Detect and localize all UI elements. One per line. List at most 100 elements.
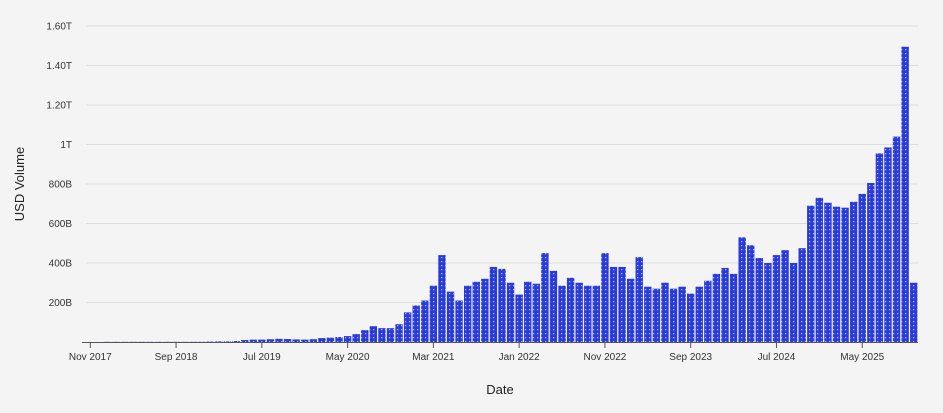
bar-2021-08[interactable] <box>472 281 480 342</box>
bar-2024-02[interactable] <box>729 273 738 342</box>
x-tick-label: Nov 2017 <box>69 352 112 363</box>
bar-2021-02[interactable] <box>421 300 429 342</box>
bar-2022-06[interactable] <box>558 285 566 342</box>
bar-2021-11[interactable] <box>498 268 506 342</box>
bar-2020-07[interactable] <box>361 330 369 342</box>
bar-2019-03[interactable] <box>223 341 232 342</box>
x-tick-label: Jan 2022 <box>499 352 541 363</box>
bar-2023-08[interactable] <box>678 286 686 342</box>
bar-2020-03[interactable] <box>326 337 335 342</box>
bar-2025-09[interactable] <box>892 136 901 342</box>
bar-2022-08[interactable] <box>575 282 583 342</box>
bar-2024-11[interactable] <box>807 205 815 342</box>
bar-2022-12[interactable] <box>609 266 618 342</box>
bar-2024-04[interactable] <box>747 245 755 342</box>
bar-2020-09[interactable] <box>378 328 386 342</box>
bar-2021-03[interactable] <box>429 285 438 342</box>
bar-2023-02[interactable] <box>626 278 635 342</box>
x-tick-label: Mar 2021 <box>412 352 455 363</box>
bar-2025-04[interactable] <box>849 201 858 342</box>
bar-2021-07[interactable] <box>464 285 472 342</box>
bar-2023-04[interactable] <box>644 286 652 342</box>
bar-2019-12[interactable] <box>301 339 309 342</box>
bar-2020-08[interactable] <box>369 326 378 342</box>
bar-2022-09[interactable] <box>584 285 592 342</box>
y-tick-label: 600B <box>49 219 73 230</box>
bar-2022-05[interactable] <box>549 270 558 342</box>
bar-2024-06[interactable] <box>764 263 772 342</box>
x-tick-label: Jul 2024 <box>758 352 796 363</box>
x-axis-title: Date <box>486 382 513 397</box>
bar-2025-07[interactable] <box>875 153 884 342</box>
bar-2023-09[interactable] <box>687 293 695 342</box>
bar-2024-10[interactable] <box>798 248 806 342</box>
bar-2019-02[interactable] <box>215 341 223 342</box>
bar-2019-06[interactable] <box>249 339 257 342</box>
x-tick-label: May 2025 <box>840 352 884 363</box>
bar-2024-03[interactable] <box>738 237 746 342</box>
bar-2022-07[interactable] <box>566 277 575 342</box>
bar-2023-05[interactable] <box>652 288 661 342</box>
y-tick-label: 1.20T <box>46 101 72 112</box>
bar-2025-02[interactable] <box>832 206 841 342</box>
bar-2019-08[interactable] <box>266 339 275 342</box>
x-tick-label: Sep 2023 <box>669 352 712 363</box>
bar-2020-05[interactable] <box>343 336 352 342</box>
bar-2025-01[interactable] <box>824 202 832 342</box>
bar-2020-12[interactable] <box>403 312 412 343</box>
bar-2021-10[interactable] <box>489 266 498 342</box>
bar-2020-01[interactable] <box>309 339 317 342</box>
y-tick-label: 1.40T <box>46 61 72 72</box>
bar-2022-03[interactable] <box>532 283 540 342</box>
bar-2023-11[interactable] <box>704 280 712 342</box>
bar-2025-05[interactable] <box>858 193 866 343</box>
gridlines <box>86 25 918 303</box>
bar-2020-11[interactable] <box>395 324 403 342</box>
bar-2025-06[interactable] <box>867 183 875 342</box>
bar-2019-10[interactable] <box>283 339 292 342</box>
bar-2019-09[interactable] <box>275 338 283 342</box>
bar-2021-06[interactable] <box>455 300 463 342</box>
bar-2021-01[interactable] <box>412 305 420 342</box>
bar-2022-10[interactable] <box>592 285 601 342</box>
bar-2024-08[interactable] <box>781 250 789 342</box>
bar-2023-12[interactable] <box>712 273 721 342</box>
bar-2025-10[interactable] <box>901 46 909 343</box>
y-tick-label: 400B <box>49 259 73 270</box>
x-tick-label: May 2020 <box>326 352 370 363</box>
bar-2021-09[interactable] <box>481 278 489 342</box>
bar-2022-04[interactable] <box>541 253 549 343</box>
bar-2023-07[interactable] <box>669 288 678 342</box>
bar-2020-04[interactable] <box>335 337 343 342</box>
bar-2024-09[interactable] <box>789 263 798 342</box>
x-tick-label: Sep 2018 <box>155 352 198 363</box>
y-tick-label: 1T <box>60 140 72 151</box>
bar-2020-10[interactable] <box>386 328 395 342</box>
bar-2024-12[interactable] <box>815 197 824 342</box>
bar-2025-08[interactable] <box>884 147 892 342</box>
bar-2022-02[interactable] <box>524 281 532 342</box>
bar-2019-04[interactable] <box>232 341 240 342</box>
bar-2023-10[interactable] <box>695 286 703 342</box>
bar-2020-02[interactable] <box>318 338 326 342</box>
bar-2023-06[interactable] <box>661 282 669 342</box>
bar-2019-07[interactable] <box>258 339 266 342</box>
bars <box>103 46 918 343</box>
bar-2019-11[interactable] <box>292 339 300 342</box>
bar-2024-01[interactable] <box>721 267 729 342</box>
bar-2021-04[interactable] <box>438 255 446 342</box>
bar-2021-12[interactable] <box>506 282 515 342</box>
bar-2020-06[interactable] <box>352 334 360 342</box>
bar-2021-05[interactable] <box>446 291 455 342</box>
bar-2025-03[interactable] <box>841 207 849 342</box>
bar-2023-01[interactable] <box>618 266 626 342</box>
bar-2022-01[interactable] <box>515 294 523 342</box>
bar-2025-11[interactable] <box>910 282 918 342</box>
bar-2024-07[interactable] <box>772 255 781 342</box>
bar-2024-05[interactable] <box>755 258 764 342</box>
bar-2023-03[interactable] <box>635 257 643 342</box>
bar-2019-05[interactable] <box>240 340 249 342</box>
bar-2022-11[interactable] <box>601 253 609 343</box>
